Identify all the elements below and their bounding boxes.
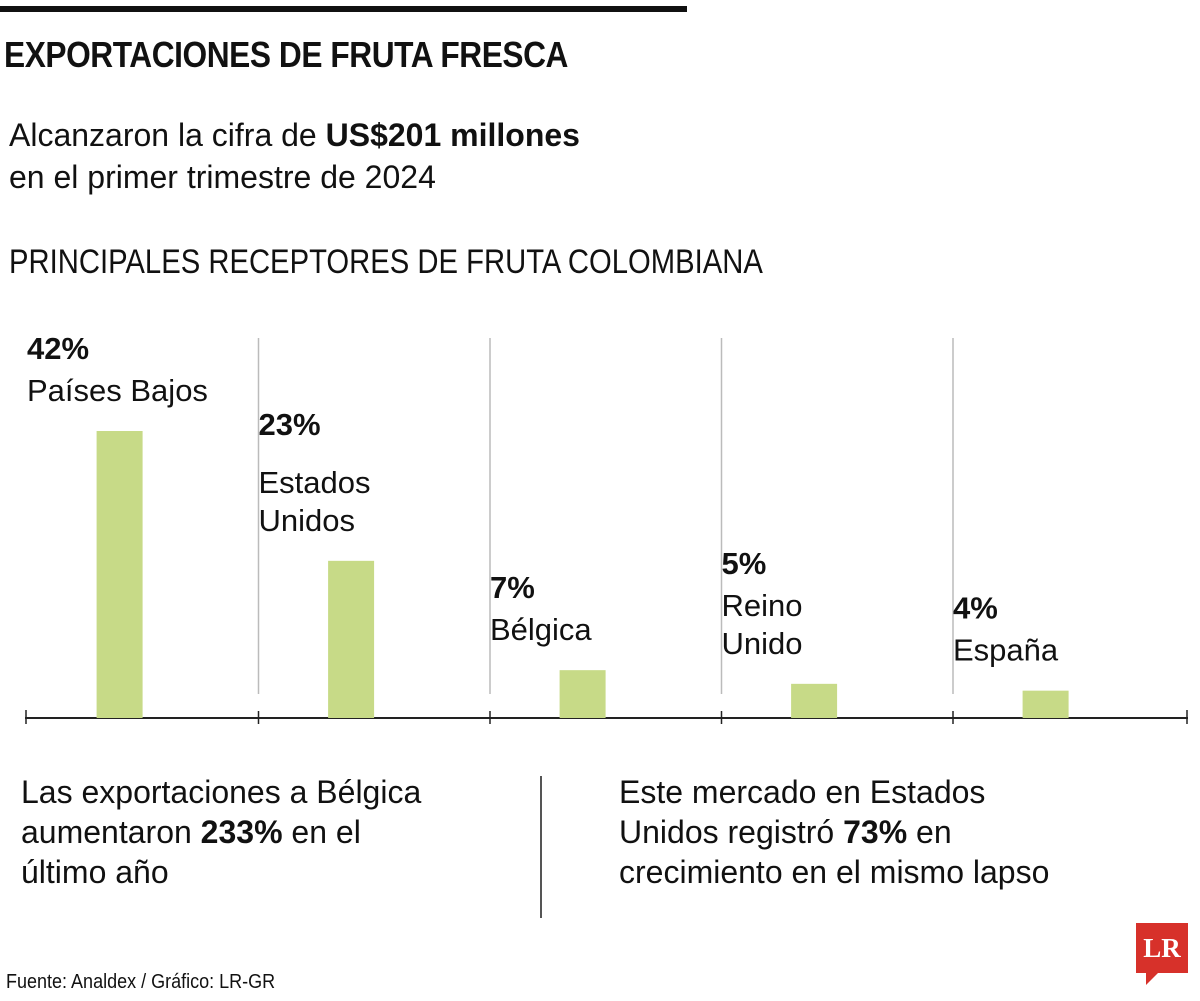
lead-line-1: Alcanzaron la cifra de US$201 millones xyxy=(9,114,580,156)
category-label-1: Países Bajos xyxy=(27,373,208,408)
value-label-5: 4% xyxy=(953,591,998,626)
category-label-2: Estados xyxy=(259,465,371,500)
value-label-1: 42% xyxy=(27,331,89,366)
notes-divider xyxy=(540,776,542,918)
note-right-line-1: Este mercado en Estados xyxy=(619,774,986,810)
note-right-text-b: en xyxy=(907,814,952,850)
note-right-highlight: 73% xyxy=(843,814,908,850)
value-label-3: 7% xyxy=(490,570,535,605)
note-belgica: Las exportaciones a Bélgica aumentaron 2… xyxy=(21,772,421,892)
note-left-line-2: aumentaron 233% en el xyxy=(21,812,421,852)
top-rule xyxy=(0,6,687,12)
lead-prefix: Alcanzaron la cifra de xyxy=(9,117,326,153)
lead-text: Alcanzaron la cifra de US$201 millones e… xyxy=(9,114,580,198)
bar-2 xyxy=(328,560,375,718)
lr-logo-text: LR xyxy=(1143,933,1181,963)
page-title: EXPORTACIONES DE FRUTA FRESCA xyxy=(4,34,568,75)
note-right-line-3: crecimiento en el mismo lapso xyxy=(619,854,1050,890)
value-label-4: 5% xyxy=(722,546,767,581)
source-credit: Fuente: Analdex / Gráfico: LR-GR xyxy=(6,971,276,993)
note-left-line-1: Las exportaciones a Bélgica xyxy=(21,774,422,810)
lead-line-2: en el primer trimestre de 2024 xyxy=(9,159,436,195)
chart-subtitle: PRINCIPALES RECEPTORES DE FRUTA COLOMBIA… xyxy=(9,243,763,281)
lead-amount: US$201 millones xyxy=(325,117,580,153)
bar-1 xyxy=(96,431,143,718)
category-label-2: Unidos xyxy=(259,503,356,538)
bar-5 xyxy=(1022,690,1069,718)
note-estados-unidos: Este mercado en Estados Unidos registró … xyxy=(619,772,1049,892)
value-label-2: 23% xyxy=(259,407,321,442)
note-left-highlight: 233% xyxy=(200,814,283,850)
note-left-line-3: último año xyxy=(21,854,169,890)
category-label-3: Bélgica xyxy=(490,612,592,647)
category-label-4: Unido xyxy=(722,626,803,661)
category-label-5: España xyxy=(953,633,1059,668)
note-right-text-a: Unidos registró xyxy=(619,814,844,850)
lr-logo: LR xyxy=(1136,923,1188,985)
bar-3 xyxy=(559,670,606,718)
category-label-4: Reino xyxy=(722,588,803,623)
note-left-text-b: en el xyxy=(282,814,361,850)
bar-4 xyxy=(791,683,838,718)
note-left-text-a: aumentaron xyxy=(21,814,201,850)
note-right-line-2: Unidos registró 73% en xyxy=(619,812,1049,852)
lr-logo-badge xyxy=(1136,923,1188,985)
